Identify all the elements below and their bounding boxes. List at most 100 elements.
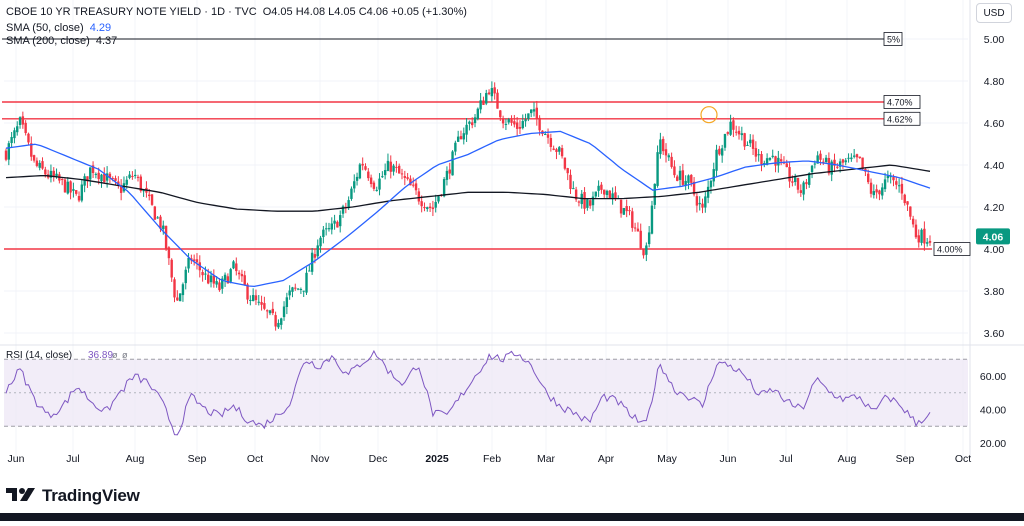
candle-body	[21, 116, 25, 125]
candle-body	[650, 205, 654, 234]
currency-button[interactable]: USD	[976, 3, 1012, 23]
candle-body	[723, 134, 727, 148]
tradingview-logo-icon	[6, 486, 36, 507]
sma200-legend[interactable]: SMA (200, close) 4.37	[6, 35, 117, 48]
candle-body	[164, 225, 168, 250]
candle-body	[395, 166, 398, 168]
candle-body	[852, 155, 856, 157]
tradingview-logo[interactable]: TradingView	[6, 484, 140, 508]
candle-body	[524, 119, 527, 122]
candle-body	[133, 174, 137, 176]
candle-body	[285, 297, 289, 307]
price-tick-label: 4.00	[984, 244, 1005, 256]
time-tick-label: Feb	[483, 453, 501, 465]
candle-body	[282, 306, 286, 318]
candle-body	[389, 161, 392, 172]
candle-body	[563, 157, 567, 169]
candle-body	[476, 108, 480, 120]
candle-body	[119, 186, 123, 193]
candle-body	[462, 133, 465, 140]
symbol-legend[interactable]: CBOE 10 YR TREASURY NOTE YIELD · 1D · TV…	[6, 6, 467, 19]
candle-body	[378, 178, 381, 190]
time-tick-label: Jul	[779, 453, 792, 465]
candle-body	[226, 276, 230, 284]
candle-body	[827, 157, 831, 174]
time-tick-label: Sep	[896, 453, 915, 465]
candle-body	[381, 176, 384, 178]
time-tick-label: Dec	[369, 453, 388, 465]
highlight-circle[interactable]	[700, 106, 718, 124]
candle-body	[423, 206, 426, 209]
candle-body	[459, 136, 463, 140]
candle-body	[600, 184, 603, 190]
candle-body	[358, 164, 362, 179]
time-tick-label: Jul	[66, 453, 79, 465]
level-label: 4.00%	[937, 245, 963, 255]
candle-body	[254, 295, 258, 301]
candle-body	[187, 257, 190, 269]
time-tick-label: Apr	[598, 453, 615, 465]
candle-body	[417, 191, 421, 202]
candle-body	[771, 155, 774, 157]
candle-body	[339, 215, 342, 227]
candle-body	[513, 121, 516, 125]
candle-body	[628, 210, 631, 212]
candle-body	[479, 100, 482, 110]
sma50-legend[interactable]: SMA (50, close) 4.29	[6, 22, 111, 35]
candle-body	[793, 177, 797, 183]
rsi-legend-label[interactable]: RSI (14, close)	[6, 350, 72, 361]
candle-body	[515, 122, 519, 129]
candle-body	[822, 161, 825, 163]
candle-body	[437, 196, 440, 202]
candle-body	[4, 150, 8, 160]
candle-body	[841, 159, 845, 163]
candle-body	[32, 155, 36, 161]
candle-body	[369, 177, 373, 185]
candle-body	[560, 148, 564, 157]
candle-body	[920, 229, 923, 243]
candle-body	[614, 192, 617, 199]
candle-body	[355, 176, 359, 181]
candle-body	[229, 269, 232, 282]
candle-body	[105, 173, 109, 181]
candle-body	[743, 133, 746, 147]
candle-body	[830, 161, 833, 175]
candle-body	[715, 149, 718, 171]
candle-body	[625, 206, 628, 212]
candle-body	[897, 185, 901, 187]
candle-body	[426, 207, 429, 209]
candle-body	[445, 170, 449, 180]
candle-body	[538, 117, 541, 131]
candle-body	[819, 153, 822, 160]
candle-body	[777, 157, 780, 166]
candle-body	[914, 224, 918, 238]
candle-body	[89, 167, 92, 180]
candle-body	[296, 288, 300, 290]
candle-body	[808, 173, 811, 185]
candle-body	[645, 245, 648, 255]
candle-body	[319, 237, 322, 247]
candle-body	[690, 174, 693, 183]
candle-body	[647, 232, 651, 245]
candle-body	[577, 201, 581, 203]
candle-body	[737, 130, 741, 135]
sma200-label: SMA (200, close)	[6, 35, 90, 47]
candle-body	[661, 138, 665, 152]
candle-body	[215, 281, 218, 285]
candle-body	[496, 92, 499, 109]
candle-body	[347, 200, 350, 209]
candle-body	[302, 290, 305, 292]
rsi-legend-extra: ø	[112, 350, 118, 360]
candle-body	[176, 297, 179, 301]
candle-body	[678, 170, 682, 180]
candle-body	[631, 211, 634, 228]
candle-body	[619, 199, 623, 214]
candle-body	[588, 200, 592, 206]
candle-body	[802, 182, 805, 195]
rsi-legend-value: 36.89	[88, 350, 113, 361]
candle-body	[128, 174, 131, 178]
candle-body	[280, 318, 283, 325]
candle-body	[232, 261, 235, 269]
time-tick-label: 2025	[425, 453, 449, 465]
